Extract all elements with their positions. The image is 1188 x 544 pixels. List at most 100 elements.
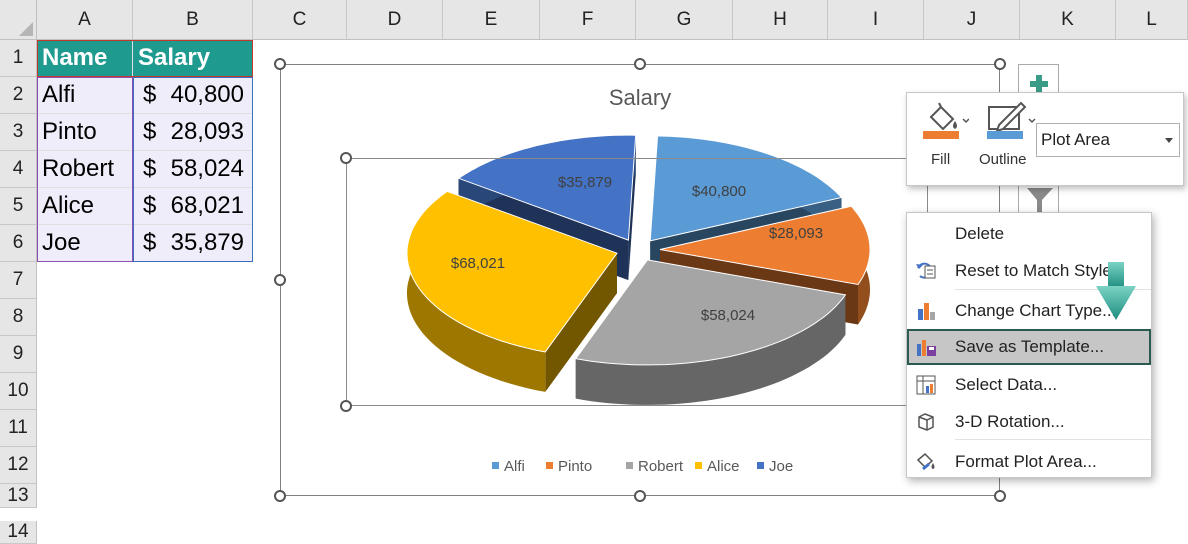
select-all-corner[interactable]: [0, 0, 37, 40]
header-cell-name[interactable]: Name: [37, 40, 133, 77]
menu-item-label: 3-D Rotation...: [955, 412, 1065, 431]
menu-item-3-d-rotation[interactable]: 3-D Rotation...: [907, 404, 1151, 440]
legend-item-robert[interactable]: Robert: [626, 458, 684, 475]
menu-item-label: Change Chart Type...: [955, 301, 1117, 320]
menu-item-save-as-template[interactable]: Save as Template...: [907, 329, 1151, 365]
chart-resize-handle[interactable]: [274, 58, 286, 70]
menu-item-format-plot-area[interactable]: Format Plot Area...: [907, 444, 1151, 480]
currency-symbol: $: [143, 229, 157, 256]
row-header-9[interactable]: 9: [0, 336, 37, 373]
data-label[interactable]: $28,093: [769, 225, 823, 242]
salary-cell[interactable]: $28,093: [133, 114, 253, 151]
currency-symbol: $: [143, 81, 157, 108]
currency-symbol: $: [143, 155, 157, 182]
data-label[interactable]: $35,879: [558, 174, 612, 191]
salary-amount: 58,024: [170, 155, 244, 182]
row-header-7[interactable]: 7: [0, 262, 37, 299]
column-header-k[interactable]: K: [1020, 0, 1116, 40]
legend-label: Joe: [769, 458, 793, 475]
row-header-5[interactable]: 5: [0, 188, 37, 225]
header-cell-salary[interactable]: Salary: [133, 40, 253, 77]
legend-swatch: [492, 462, 499, 469]
legend-item-joe[interactable]: Joe: [757, 458, 793, 475]
chart-element-dropdown-value: Plot Area: [1041, 130, 1110, 149]
plot-area-handle[interactable]: [340, 152, 352, 164]
column-header-l[interactable]: L: [1116, 0, 1188, 40]
legend-item-alfi[interactable]: Alfi: [492, 458, 525, 475]
column-header-g[interactable]: G: [636, 0, 733, 40]
row-header-3[interactable]: 3: [0, 114, 37, 151]
menu-item-label: Select Data...: [955, 375, 1058, 394]
chart-resize-handle[interactable]: [994, 490, 1006, 502]
chart-resize-handle[interactable]: [634, 58, 646, 70]
row-header-6[interactable]: 6: [0, 225, 37, 262]
plot-area-handle[interactable]: [340, 400, 352, 412]
legend-item-alice[interactable]: Alice: [695, 458, 740, 475]
legend-label: Alfi: [504, 458, 525, 475]
outline-pen-icon[interactable]: [985, 101, 1041, 141]
column-header-e[interactable]: E: [443, 0, 540, 40]
column-header-i[interactable]: I: [828, 0, 924, 40]
data-label[interactable]: $68,021: [451, 255, 505, 272]
chevron-down-icon: [1165, 138, 1173, 143]
chart-resize-handle[interactable]: [274, 274, 286, 286]
legend-swatch: [626, 462, 633, 469]
row-header-14[interactable]: 14: [0, 521, 37, 544]
chart-resize-handle[interactable]: [634, 490, 646, 502]
salary-amount: 40,800: [170, 81, 244, 108]
name-cell[interactable]: Joe: [37, 225, 133, 262]
down-arrow-icon: [1096, 262, 1136, 320]
legend-swatch: [546, 462, 553, 469]
salary-cell[interactable]: $68,021: [133, 188, 253, 225]
menu-separator: [955, 439, 1151, 440]
chart-resize-handle[interactable]: [994, 58, 1006, 70]
column-header-d[interactable]: D: [347, 0, 443, 40]
name-cell[interactable]: Alice: [37, 188, 133, 225]
pie-slice-robert[interactable]: [574, 259, 847, 405]
row-header-4[interactable]: 4: [0, 151, 37, 188]
select-data-icon: [915, 374, 937, 396]
column-header-c[interactable]: C: [253, 0, 347, 40]
chart-title[interactable]: Salary: [609, 85, 671, 110]
legend-item-pinto[interactable]: Pinto: [546, 458, 592, 475]
data-label[interactable]: $58,024: [701, 307, 755, 324]
row-header-11[interactable]: 11: [0, 410, 37, 447]
row-header-10[interactable]: 10: [0, 373, 37, 410]
fill-bucket-icon[interactable]: [921, 101, 969, 141]
row-header-2[interactable]: 2: [0, 77, 37, 114]
column-header-h[interactable]: H: [733, 0, 828, 40]
filter-icon: [1027, 188, 1053, 216]
name-cell[interactable]: Robert: [37, 151, 133, 188]
pie-chart[interactable]: Salary $40,800 $28,093 $58,024 $68,021 $35,87…: [280, 64, 1000, 496]
menu-item-delete[interactable]: Delete: [907, 216, 1151, 252]
menu-item-select-data[interactable]: Select Data...: [907, 367, 1151, 403]
chart-element-dropdown[interactable]: Plot Area: [1036, 123, 1180, 157]
column-header-j[interactable]: J: [924, 0, 1020, 40]
data-label[interactable]: $40,800: [692, 183, 746, 200]
row-header-13[interactable]: 13: [0, 484, 37, 508]
salary-cell[interactable]: $40,800: [133, 77, 253, 114]
fill-label[interactable]: Fill: [931, 151, 951, 168]
row-header-1[interactable]: 1: [0, 40, 37, 77]
menu-item-change-chart-type[interactable]: Change Chart Type...: [907, 293, 1151, 329]
legend-label: Robert: [638, 458, 684, 475]
salary-cell[interactable]: $58,024: [133, 151, 253, 188]
plot-area-frame[interactable]: [346, 158, 928, 406]
name-cell[interactable]: Alfi: [37, 77, 133, 114]
row-header-12[interactable]: 12: [0, 447, 37, 484]
outline-label[interactable]: Outline: [979, 151, 1027, 168]
row-header-8[interactable]: 8: [0, 299, 37, 336]
salary-amount: 35,879: [170, 229, 244, 256]
name-cell[interactable]: Pinto: [37, 114, 133, 151]
legend-label: Alice: [707, 458, 740, 475]
chart-resize-handle[interactable]: [274, 490, 286, 502]
salary-cell[interactable]: $35,879: [133, 225, 253, 262]
column-header-f[interactable]: F: [540, 0, 636, 40]
pie-slice-alice[interactable]: [406, 190, 618, 392]
column-header-a[interactable]: A: [37, 0, 133, 40]
menu-item-reset-to-match-style[interactable]: Reset to Match Style: [907, 253, 1151, 289]
menu-item-label: Format Plot Area...: [955, 452, 1097, 471]
salary-amount: 68,021: [170, 192, 244, 219]
column-header-b[interactable]: B: [133, 0, 253, 40]
